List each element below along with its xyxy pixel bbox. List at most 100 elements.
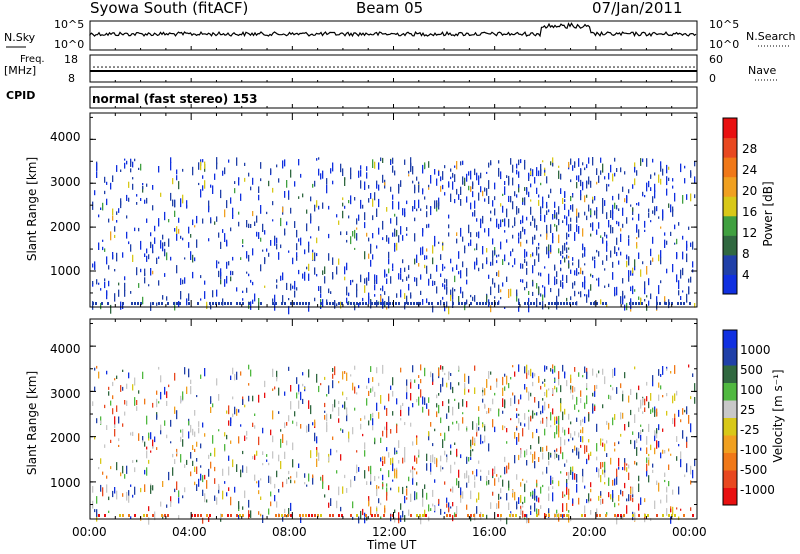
velocity-echo	[430, 422, 432, 427]
velocity-near-range	[515, 514, 517, 517]
velocity-echo	[414, 468, 416, 471]
power-echo	[448, 182, 450, 188]
velocity-near-range	[683, 514, 685, 517]
nave-dot	[333, 66, 335, 68]
power-echo	[626, 217, 628, 224]
velocity-echo	[176, 451, 178, 454]
power-echo	[398, 273, 400, 280]
power-echo	[350, 167, 352, 175]
power-echo	[566, 241, 568, 245]
power-echo	[328, 288, 330, 294]
power-echo	[658, 254, 660, 262]
velocity-near-range	[191, 514, 193, 517]
power-echo	[600, 157, 602, 163]
power-echo	[652, 236, 654, 244]
power-near-range	[284, 302, 286, 305]
velocity-echo	[484, 425, 486, 432]
power-near-range	[380, 302, 382, 305]
velocity-near-range	[287, 514, 289, 517]
power-echo	[126, 215, 128, 219]
nave-dot	[681, 66, 683, 68]
velocity-echo	[560, 436, 562, 446]
velocity-echo	[538, 436, 540, 444]
power-echo	[604, 176, 606, 180]
velocity-echo	[624, 372, 626, 379]
nave-dot	[281, 66, 283, 68]
power-echo	[304, 249, 306, 255]
velocity-echo	[486, 514, 488, 519]
power-echo	[150, 232, 152, 237]
power-echo	[538, 194, 540, 198]
power-near-range	[107, 302, 109, 305]
power-echo	[600, 299, 602, 305]
velocity-echo	[530, 510, 532, 515]
power-echo	[686, 240, 688, 248]
power-echo	[148, 254, 150, 260]
power-echo	[624, 295, 626, 299]
beam-title: Beam 05	[356, 0, 424, 17]
power-echo	[200, 161, 202, 171]
nave-tick-high: 60	[709, 53, 723, 66]
power-echo	[202, 159, 204, 163]
velocity-echo	[332, 404, 334, 412]
power-echo	[414, 184, 416, 194]
velocity-echo	[686, 406, 688, 415]
velocity-echo	[194, 410, 196, 416]
velocity-echo	[520, 495, 522, 503]
velocity-echo	[468, 375, 470, 384]
power-echo	[210, 219, 212, 224]
velocity-echo	[562, 411, 564, 421]
power-echo	[586, 298, 588, 303]
power-echo	[422, 246, 424, 255]
power-echo	[534, 177, 536, 184]
power-echo	[664, 296, 666, 302]
velocity-echo	[520, 508, 522, 515]
velocity-echo	[364, 470, 366, 479]
velocity-echo	[506, 517, 508, 525]
power-echo	[160, 192, 162, 197]
velocity-echo	[286, 422, 288, 426]
power-echo	[516, 163, 518, 169]
velocity-echo	[222, 490, 224, 500]
power-echo	[140, 268, 142, 273]
power-echo	[276, 243, 278, 250]
power-near-range	[329, 302, 331, 305]
velocity-echo	[182, 391, 184, 400]
velocity-echo	[466, 401, 468, 408]
power-echo	[574, 232, 576, 241]
velocity-echo	[470, 457, 472, 460]
velocity-echo	[472, 449, 474, 452]
velocity-echo	[506, 375, 508, 385]
velocity-echo	[414, 491, 416, 501]
velocity-echo	[584, 402, 586, 409]
nave-dot	[637, 66, 639, 68]
power-echo	[274, 237, 276, 246]
velocity-echo	[152, 446, 154, 449]
velocity-echo	[112, 490, 114, 498]
velocity-echo	[668, 464, 670, 470]
velocity-echo	[216, 378, 218, 386]
velocity-echo	[108, 386, 110, 390]
power-echo	[604, 200, 606, 206]
power-echo	[382, 220, 384, 230]
velocity-echo	[596, 508, 598, 516]
power-echo	[512, 265, 514, 268]
power-echo	[666, 188, 668, 196]
velocity-echo	[648, 453, 650, 457]
velocity-echo	[416, 436, 418, 445]
power-echo	[644, 287, 646, 295]
power-echo	[316, 253, 318, 257]
velocity-near-range	[164, 514, 166, 517]
velocity-echo	[338, 400, 340, 405]
power-echo	[488, 162, 490, 168]
velocity-echo	[444, 432, 446, 441]
velocity-echo	[348, 438, 350, 443]
power-echo	[532, 291, 534, 296]
power-echo	[144, 199, 146, 204]
power-cb-tick-8: 8	[742, 247, 750, 261]
velocity-echo	[586, 383, 588, 389]
velocity-echo	[694, 397, 696, 404]
velocity-echo	[522, 478, 524, 481]
velocity-echo	[442, 467, 444, 470]
velocity-near-range	[275, 514, 277, 517]
